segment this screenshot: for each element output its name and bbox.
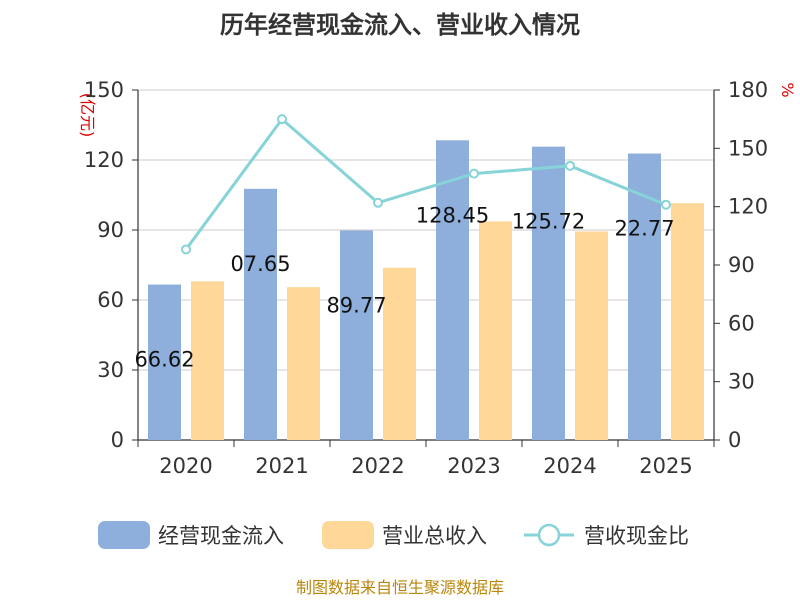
legend-swatch (322, 521, 374, 549)
left-tick-label: 120 (84, 148, 124, 172)
bar-cash-inflow (532, 146, 565, 441)
bar-cash-inflow (436, 140, 469, 441)
ratio-point (277, 114, 287, 125)
ratio-point (469, 168, 479, 179)
left-tick-label: 0 (111, 428, 124, 452)
left-tick-label: 90 (97, 218, 124, 242)
x-tick-label: 2025 (639, 454, 692, 478)
bar-revenue (191, 281, 224, 440)
right-tick-label: 180 (728, 78, 768, 102)
bar-revenue (479, 221, 512, 440)
data-label: 89.77 (326, 294, 386, 318)
left-axis-unit: (亿元) (78, 93, 97, 138)
x-tick-label: 2023 (447, 454, 500, 478)
ratio-line-path (184, 116, 667, 251)
bar-revenue (575, 231, 608, 440)
data-label: 128.45 (416, 203, 489, 227)
ratio-point (661, 199, 671, 210)
legend-swatch (98, 521, 150, 549)
data-label: 07.65 (230, 252, 290, 276)
legend-label: 营收现金比 (584, 524, 689, 548)
data-label: 22.77 (614, 217, 674, 241)
right-tick-label: 60 (728, 311, 755, 335)
data-label: 125.72 (512, 210, 585, 234)
bar-revenue (383, 267, 416, 440)
x-tick-label: 2020 (159, 454, 212, 478)
x-tick-label: 2024 (543, 454, 596, 478)
bar-revenue (671, 203, 704, 440)
x-tick-label: 2022 (351, 454, 404, 478)
right-axis-unit: % (778, 82, 797, 97)
left-tick-label: 150 (84, 78, 124, 102)
ratio-point (181, 244, 191, 255)
right-tick-label: 0 (728, 428, 741, 452)
legend: 经营现金流入 营业总收入 营收现金比 (98, 521, 689, 549)
bar-cash-inflow (244, 188, 277, 440)
bar-revenue (287, 287, 320, 440)
source-note: 制图数据来自恒生聚源数据库 (296, 578, 504, 597)
right-tick-label: 120 (728, 195, 768, 219)
ratio-point (373, 197, 383, 208)
right-tick-label: 30 (728, 370, 755, 394)
left-tick-label: 30 (97, 358, 124, 382)
legend-label: 营业总收入 (382, 524, 487, 548)
bar-cash-inflow (148, 284, 181, 440)
data-labels: 66.62 07.65 89.77 128.45 125.72 22.77 (134, 203, 674, 371)
legend-label: 经营现金流入 (158, 524, 284, 548)
axes: 0 30 60 90 120 150 0 30 60 90 120 150 180 2020 2021 202… (84, 78, 768, 478)
ratio-line (181, 114, 671, 255)
legend-swatch-marker (537, 523, 561, 547)
right-tick-label: 90 (728, 253, 755, 277)
chart-title: 历年经营现金流入、营业收入情况 (220, 11, 580, 39)
data-label: 66.62 (134, 348, 194, 372)
x-tick-label: 2021 (255, 454, 308, 478)
left-tick-label: 60 (97, 288, 124, 312)
bar-cash-inflow (340, 230, 373, 440)
grid-lines (138, 89, 714, 371)
ratio-point (565, 160, 575, 171)
right-tick-label: 150 (728, 136, 768, 160)
